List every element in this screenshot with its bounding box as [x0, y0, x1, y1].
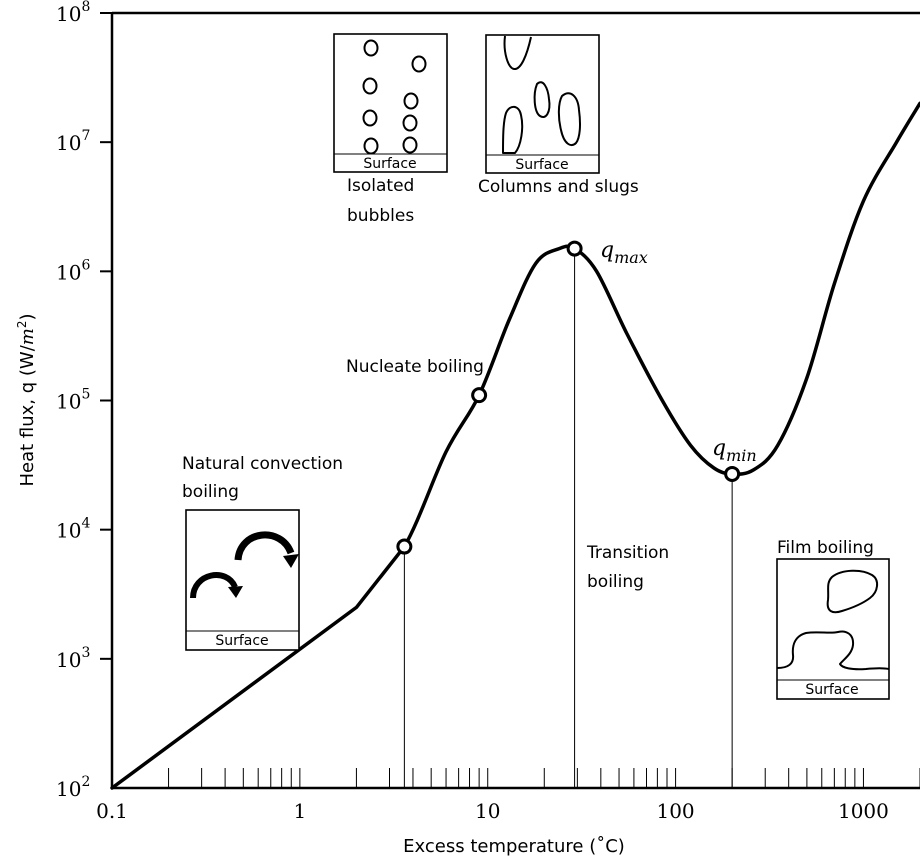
y-tick-label: 104 — [56, 516, 90, 543]
film-boiling-inset: Surface — [776, 558, 890, 700]
natural-convection-label-line1: Natural convection — [182, 454, 343, 474]
curve-marker-point — [471, 387, 488, 404]
columns-and-slugs-label: Columns and slugs — [478, 177, 639, 197]
svg-text:Surface: Surface — [805, 682, 858, 698]
natural-convection-label-line2: boiling — [182, 482, 239, 502]
y-axis-title: Heat flux, q (W/m2) — [15, 313, 38, 486]
isolated-bubbles-label-line1: Isolated — [347, 176, 414, 196]
curve-marker-point — [724, 465, 741, 482]
boiling-curve-line — [110, 101, 920, 790]
transition-boiling-label-line1: Transition — [586, 543, 669, 563]
y-tick-label: 108 — [56, 0, 90, 26]
y-tick-label: 103 — [56, 645, 90, 672]
y-tick-label: 106 — [56, 257, 90, 284]
y-tick-label: 105 — [56, 387, 90, 414]
svg-text:Surface: Surface — [515, 157, 568, 173]
isolated-bubbles-label-line2: bubbles — [347, 206, 414, 226]
columns-and-slugs-inset: Surface — [485, 34, 600, 174]
reference-lines — [403, 248, 733, 788]
svg-text:Surface: Surface — [215, 633, 268, 649]
y-tick-label: 102 — [56, 774, 90, 801]
x-tick-label: 10 — [475, 799, 500, 823]
y-tick-label: 107 — [56, 128, 90, 155]
x-tick-label: 1 — [293, 799, 306, 823]
q-max-label: qmax — [600, 238, 648, 267]
x-axis-title: Excess temperature (˚C) — [403, 836, 625, 857]
x-tick-label: 0.1 — [96, 799, 128, 823]
nucleate-boiling-label: Nucleate boiling — [346, 357, 484, 377]
x-tick-label: 1000 — [838, 799, 889, 823]
curve-marker-point — [566, 240, 583, 257]
film-boiling-label: Film boiling — [777, 538, 874, 558]
svg-text:Surface: Surface — [363, 156, 416, 172]
x-tick-label: 100 — [656, 799, 694, 823]
curve-marker-point — [396, 538, 413, 555]
curve-markers — [396, 240, 741, 555]
isolated-bubbles-inset: Surface — [333, 33, 448, 173]
transition-boiling-label-line2: boiling — [587, 572, 644, 592]
q-min-label: qmin — [712, 436, 757, 465]
natural-convection-inset: Surface — [185, 509, 300, 651]
x-axis-ticks: 0.1 1 10 100 1000 — [96, 768, 920, 823]
y-axis-ticks: 102 103 104 105 106 107 108 — [56, 0, 112, 801]
